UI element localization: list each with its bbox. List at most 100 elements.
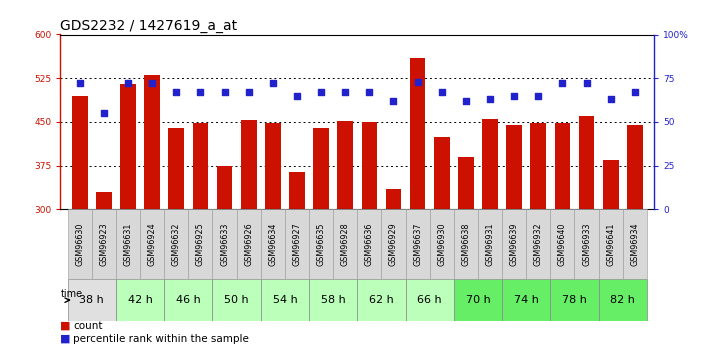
Bar bbox=[526, 209, 550, 279]
Bar bbox=[116, 209, 140, 279]
Point bbox=[581, 81, 592, 86]
Bar bbox=[140, 209, 164, 279]
Text: GSM96927: GSM96927 bbox=[292, 223, 301, 266]
Bar bbox=[623, 209, 647, 279]
Point bbox=[243, 89, 255, 95]
Text: GSM96635: GSM96635 bbox=[316, 223, 326, 266]
Text: percentile rank within the sample: percentile rank within the sample bbox=[73, 334, 249, 344]
Text: GSM96929: GSM96929 bbox=[389, 223, 398, 266]
Point bbox=[412, 79, 423, 85]
Bar bbox=[72, 96, 87, 209]
Bar bbox=[314, 128, 329, 209]
Point bbox=[387, 98, 399, 104]
Bar bbox=[357, 209, 381, 279]
Text: 78 h: 78 h bbox=[562, 295, 587, 305]
Text: time: time bbox=[61, 289, 83, 299]
Text: GSM96630: GSM96630 bbox=[75, 223, 84, 266]
Text: GSM96934: GSM96934 bbox=[631, 223, 639, 266]
Bar bbox=[261, 279, 309, 321]
Text: GSM96637: GSM96637 bbox=[413, 223, 422, 266]
Bar bbox=[458, 157, 474, 209]
Point bbox=[533, 93, 544, 99]
Bar bbox=[265, 122, 281, 209]
Text: 54 h: 54 h bbox=[272, 295, 297, 305]
Bar bbox=[482, 119, 498, 209]
Text: GSM96930: GSM96930 bbox=[437, 223, 447, 266]
Text: GSM96641: GSM96641 bbox=[606, 223, 615, 266]
Bar bbox=[574, 209, 599, 279]
Point bbox=[74, 81, 85, 86]
Bar bbox=[555, 122, 570, 209]
Text: 58 h: 58 h bbox=[321, 295, 346, 305]
Point bbox=[508, 93, 520, 99]
Text: ■: ■ bbox=[60, 321, 75, 331]
Bar bbox=[309, 279, 357, 321]
Bar bbox=[164, 279, 213, 321]
Text: GSM96631: GSM96631 bbox=[124, 223, 132, 266]
Bar bbox=[120, 84, 136, 209]
Text: 46 h: 46 h bbox=[176, 295, 201, 305]
Bar bbox=[333, 209, 357, 279]
Point bbox=[122, 81, 134, 86]
Point bbox=[171, 89, 182, 95]
Text: GSM96932: GSM96932 bbox=[534, 223, 542, 266]
Bar bbox=[116, 279, 164, 321]
Bar bbox=[237, 209, 261, 279]
Point bbox=[436, 89, 447, 95]
Text: 74 h: 74 h bbox=[514, 295, 539, 305]
Bar bbox=[289, 171, 305, 209]
Bar bbox=[405, 209, 429, 279]
Point bbox=[292, 93, 303, 99]
Text: GSM96928: GSM96928 bbox=[341, 223, 350, 266]
Text: GSM96632: GSM96632 bbox=[172, 223, 181, 266]
Bar bbox=[599, 209, 623, 279]
Bar bbox=[599, 279, 647, 321]
Point bbox=[629, 89, 641, 95]
Text: GSM96638: GSM96638 bbox=[461, 223, 471, 266]
Bar bbox=[92, 209, 116, 279]
Bar bbox=[381, 209, 405, 279]
Bar bbox=[241, 120, 257, 209]
Point bbox=[340, 89, 351, 95]
Bar bbox=[361, 122, 378, 209]
Point bbox=[484, 97, 496, 102]
Bar bbox=[213, 279, 261, 321]
Text: 42 h: 42 h bbox=[128, 295, 153, 305]
Point bbox=[267, 81, 279, 86]
Text: GSM96639: GSM96639 bbox=[510, 223, 518, 266]
Text: GSM96931: GSM96931 bbox=[486, 223, 495, 266]
Bar bbox=[357, 279, 405, 321]
Point bbox=[195, 89, 206, 95]
Text: GSM96925: GSM96925 bbox=[196, 223, 205, 266]
Bar bbox=[627, 125, 643, 209]
Point bbox=[557, 81, 568, 86]
Bar bbox=[217, 166, 232, 209]
Text: GSM96636: GSM96636 bbox=[365, 223, 374, 266]
Bar bbox=[429, 209, 454, 279]
Point bbox=[316, 89, 327, 95]
Point bbox=[460, 98, 471, 104]
Bar bbox=[68, 209, 92, 279]
Bar bbox=[188, 209, 213, 279]
Bar bbox=[337, 121, 353, 209]
Text: GSM96923: GSM96923 bbox=[100, 223, 108, 266]
Bar bbox=[454, 279, 502, 321]
Point bbox=[98, 110, 109, 116]
Bar bbox=[410, 58, 425, 209]
Bar bbox=[405, 279, 454, 321]
Bar bbox=[96, 192, 112, 209]
Text: GSM96633: GSM96633 bbox=[220, 223, 229, 266]
Point bbox=[605, 97, 616, 102]
Bar bbox=[169, 128, 184, 209]
Bar bbox=[603, 160, 619, 209]
Text: GSM96924: GSM96924 bbox=[148, 223, 156, 266]
Text: 70 h: 70 h bbox=[466, 295, 491, 305]
Point bbox=[363, 89, 375, 95]
Text: GSM96926: GSM96926 bbox=[244, 223, 253, 266]
Bar bbox=[193, 122, 208, 209]
Point bbox=[146, 81, 158, 86]
Text: count: count bbox=[73, 321, 102, 331]
Bar bbox=[506, 125, 522, 209]
Point bbox=[219, 89, 230, 95]
Text: GDS2232 / 1427619_a_at: GDS2232 / 1427619_a_at bbox=[60, 19, 237, 33]
